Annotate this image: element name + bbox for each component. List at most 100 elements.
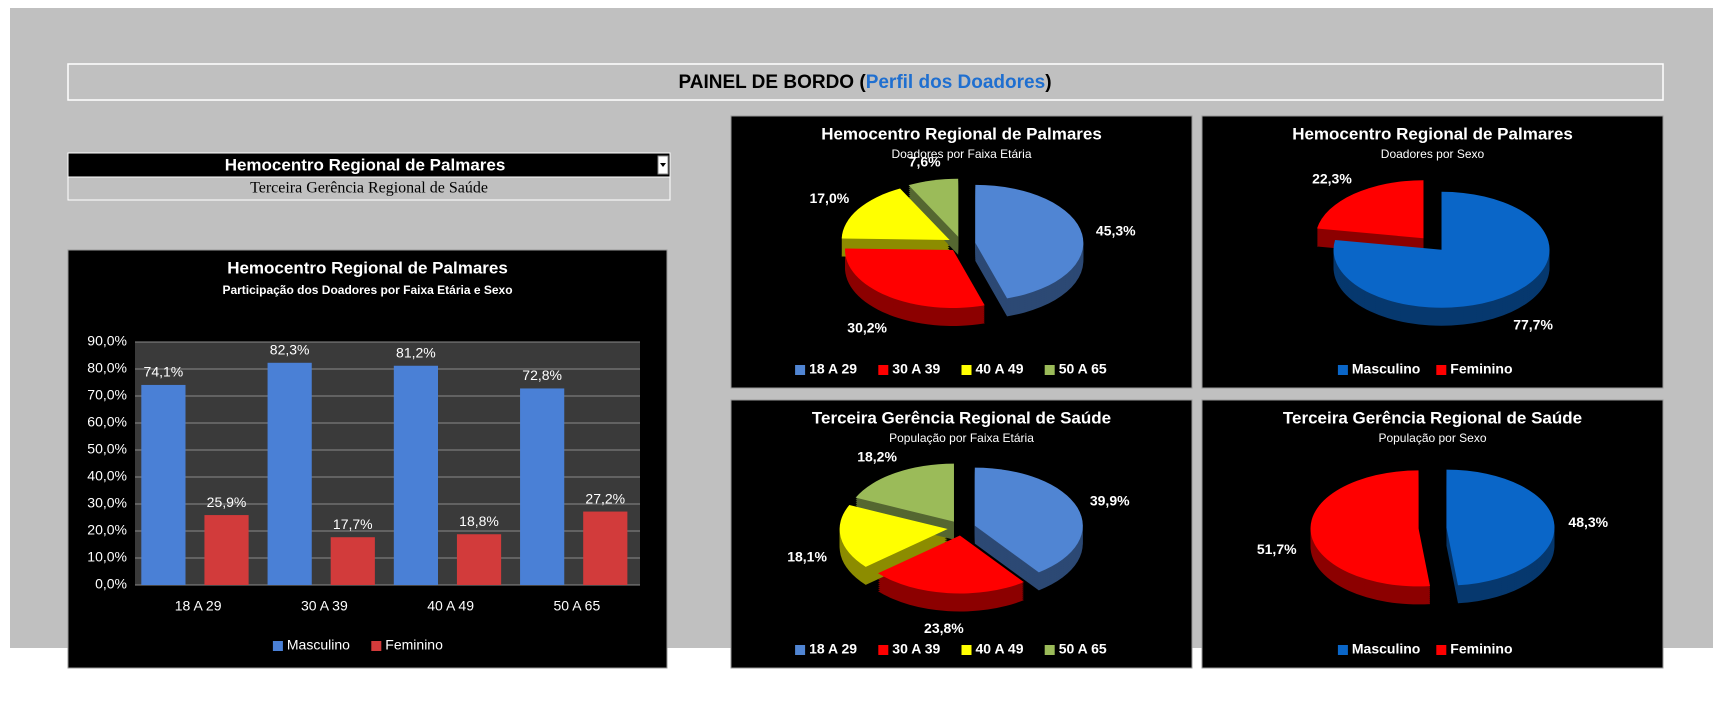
legend-label: 30 A 39 <box>892 361 940 377</box>
chart-subtitle: Doadores por Faixa Etária <box>891 147 1031 161</box>
legend-label: 40 A 49 <box>976 361 1024 377</box>
y-tick-label: 10,0% <box>87 549 127 565</box>
header-title-part: Perfil dos Doadores <box>866 72 1046 93</box>
chart-title: Terceira Gerência Regional de Saúde <box>812 408 1111 427</box>
caption-box <box>67 176 671 201</box>
data-label: 45,3% <box>1096 222 1136 238</box>
y-tick-label: 80,0% <box>87 360 127 376</box>
data-label: 18,8% <box>459 513 499 529</box>
chart-title: Hemocentro Regional de Palmares <box>821 124 1102 143</box>
data-label: 25,9% <box>207 494 247 510</box>
chart-subtitle: Participação dos Doadores por Faixa Etár… <box>222 283 512 297</box>
x-tick-label: 50 A 65 <box>554 598 601 614</box>
y-tick-label: 70,0% <box>87 387 127 403</box>
legend-label: Feminino <box>385 637 443 653</box>
slice <box>974 467 1083 573</box>
selector-value[interactable]: Hemocentro Regional de Palmares <box>225 155 506 174</box>
data-label: 17,7% <box>333 516 373 532</box>
legend-swatch <box>272 641 283 651</box>
slice <box>878 535 1024 594</box>
bar <box>330 537 375 585</box>
data-label: 48,3% <box>1568 514 1608 530</box>
data-label: 72,8% <box>522 367 562 383</box>
data-label: 17,0% <box>809 190 849 206</box>
x-tick-label: 18 A 29 <box>175 598 222 614</box>
legend-label: Masculino <box>1352 361 1420 377</box>
chart-title: Terceira Gerência Regional de Saúde <box>1283 408 1582 427</box>
bar <box>456 534 502 585</box>
bar <box>141 384 186 585</box>
legend-swatch <box>1044 645 1055 655</box>
slice <box>845 248 985 308</box>
legend-swatch <box>795 365 806 375</box>
slice <box>1317 180 1424 239</box>
bar <box>267 362 312 585</box>
slice <box>841 188 950 241</box>
header-title-part: ) <box>1045 72 1051 93</box>
dropdown-arrow <box>660 163 666 167</box>
chart-subtitle: População por Sexo <box>1378 431 1486 445</box>
legend-label: 40 A 49 <box>976 641 1024 657</box>
legend-swatch <box>1436 365 1447 375</box>
legend-swatch <box>961 645 972 655</box>
y-tick-label: 90,0% <box>87 333 127 349</box>
legend-swatch <box>878 365 889 375</box>
legend-label: Masculino <box>1352 641 1420 657</box>
data-label: 74,1% <box>144 364 184 380</box>
data-label: 27,2% <box>585 490 625 506</box>
chart-subtitle: Doadores por Sexo <box>1381 147 1485 161</box>
slice <box>1446 469 1555 586</box>
slice <box>908 178 959 237</box>
legend-label: 18 A 29 <box>809 361 857 377</box>
data-label: 18,2% <box>857 448 897 464</box>
legend-swatch <box>961 365 972 375</box>
selector-caption: Terceira Gerência Regional de Saúde <box>250 180 488 197</box>
x-tick-label: 40 A 49 <box>427 598 474 614</box>
slice <box>1310 470 1431 587</box>
data-label: 7,6% <box>909 153 941 169</box>
slice <box>839 505 948 567</box>
slice <box>855 463 954 522</box>
legend-swatch <box>795 645 806 655</box>
selector[interactable] <box>67 152 671 178</box>
header-title: PAINEL DE BORDO (Perfil dos Doadores) <box>678 72 1051 93</box>
legend-swatch <box>1044 365 1055 375</box>
chart-subtitle: População por Faixa Etária <box>889 431 1034 445</box>
legend-label: 18 A 29 <box>809 641 857 657</box>
y-tick-label: 60,0% <box>87 414 127 430</box>
y-tick-label: 50,0% <box>87 441 127 457</box>
data-label: 77,7% <box>1513 317 1553 333</box>
chart-panel <box>730 115 1193 389</box>
data-label: 51,7% <box>1257 541 1297 557</box>
data-label: 18,1% <box>787 549 827 565</box>
legend-label: Masculino <box>287 637 350 653</box>
bar <box>520 388 565 585</box>
data-label: 39,9% <box>1090 493 1130 509</box>
data-label: 30,2% <box>847 319 887 335</box>
legend-swatch <box>1337 645 1348 655</box>
legend-label: 30 A 39 <box>892 641 940 657</box>
slice <box>1333 191 1550 308</box>
chart-title: Hemocentro Regional de Palmares <box>1292 124 1573 143</box>
legend-label: Feminino <box>1450 641 1512 657</box>
data-label: 22,3% <box>1312 171 1352 187</box>
legend-label: 50 A 65 <box>1059 641 1107 657</box>
legend-swatch <box>1436 645 1447 655</box>
legend-label: 50 A 65 <box>1059 361 1107 377</box>
data-label: 82,3% <box>270 341 310 357</box>
bar <box>583 511 628 585</box>
chart-title: Hemocentro Regional de Palmares <box>227 258 508 277</box>
legend-swatch <box>878 645 889 655</box>
data-label: 81,2% <box>396 344 436 360</box>
y-tick-label: 30,0% <box>87 495 127 511</box>
y-tick-label: 20,0% <box>87 522 127 538</box>
legend-label: Feminino <box>1450 361 1512 377</box>
x-tick-label: 30 A 39 <box>301 598 348 614</box>
bar <box>393 365 438 585</box>
y-tick-label: 0,0% <box>95 576 127 592</box>
data-label: 23,8% <box>924 620 964 636</box>
y-tick-label: 40,0% <box>87 468 127 484</box>
legend-swatch <box>1337 365 1348 375</box>
slice <box>975 184 1084 299</box>
